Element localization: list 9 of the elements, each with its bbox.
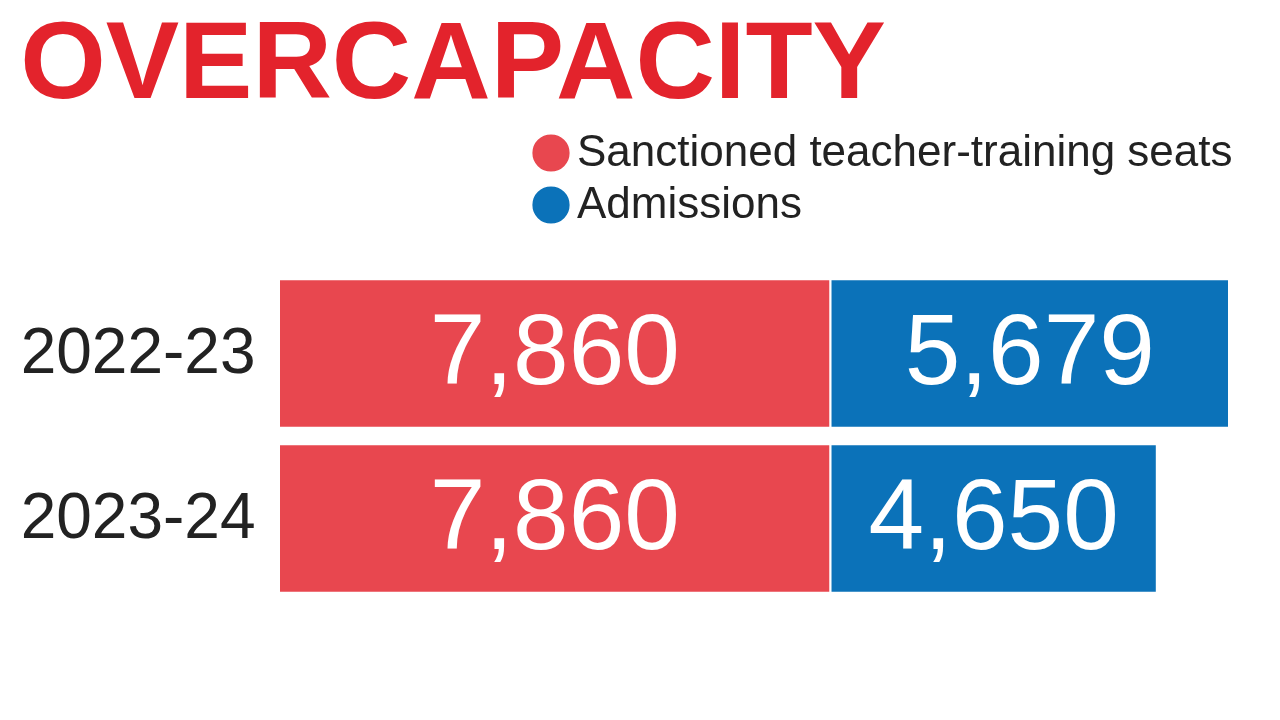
data-label: 7,860 <box>429 292 680 405</box>
y-tick-label: 2023-24 <box>20 479 256 552</box>
legend-label: Admissions <box>577 178 802 227</box>
y-tick-label: 2022-23 <box>20 314 256 387</box>
legend-label: Sanctioned teacher-training seats <box>577 126 1233 175</box>
chart-title: OVERCAPACITY <box>20 0 886 121</box>
data-label: 5,679 <box>904 292 1155 405</box>
data-label: 4,650 <box>868 457 1119 570</box>
data-label: 7,860 <box>429 457 680 570</box>
